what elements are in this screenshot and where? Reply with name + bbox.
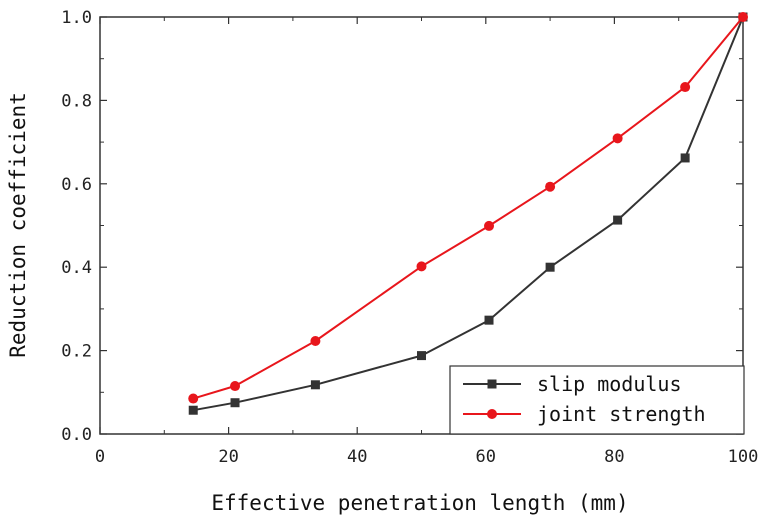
x-tick-label: 40: [347, 447, 367, 467]
y-tick-label: 0.4: [61, 258, 92, 278]
y-tick-label: 0.0: [61, 425, 92, 445]
data-point-joint-strength: [416, 261, 427, 272]
data-point-joint-strength: [188, 393, 199, 404]
x-tick-label: 100: [728, 447, 759, 467]
legend: slip modulus joint strength: [449, 365, 745, 435]
data-point-slip-modulus: [417, 351, 426, 361]
data-point-joint-strength: [484, 220, 495, 231]
y-tick-label: 1.0: [61, 8, 92, 28]
y-tick-label: 0.8: [61, 91, 92, 111]
legend-marker-joint-strength: [487, 409, 497, 419]
y-axis-title: Reduction coefficient: [6, 92, 30, 358]
x-tick-label: 20: [218, 447, 238, 467]
data-point-slip-modulus: [188, 405, 198, 415]
series-layer: [188, 12, 748, 415]
data-point-slip-modulus: [484, 315, 494, 325]
data-point-slip-modulus: [545, 262, 555, 272]
y-tick-label: 0.6: [61, 175, 92, 195]
data-point-joint-strength: [310, 336, 321, 347]
data-point-joint-strength: [612, 133, 623, 144]
legend-box: [449, 365, 745, 435]
data-point-slip-modulus: [230, 398, 240, 408]
x-tick-label: 60: [476, 447, 496, 467]
data-point-joint-strength: [738, 12, 748, 22]
x-tick-label: 0: [95, 447, 105, 467]
x-tick-label: 80: [604, 447, 624, 467]
legend-label-joint-strength: joint strength: [537, 402, 706, 426]
data-point-joint-strength: [230, 381, 241, 392]
data-point-slip-modulus: [680, 153, 690, 163]
data-point-slip-modulus: [613, 215, 623, 225]
legend-label-slip-modulus: slip modulus: [537, 372, 682, 396]
legend-marker-slip-modulus: [487, 379, 497, 389]
data-point-joint-strength: [680, 82, 691, 93]
y-tick-label: 0.2: [61, 342, 92, 362]
x-axis-title: Effective penetration length (mm): [211, 491, 628, 515]
data-point-joint-strength: [545, 181, 556, 192]
data-point-slip-modulus: [310, 380, 320, 390]
